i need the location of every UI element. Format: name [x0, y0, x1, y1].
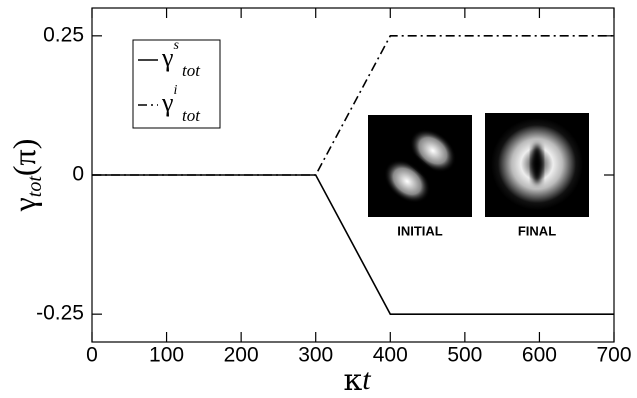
y-tick-label: 0: [72, 163, 84, 186]
x-tick-label: 300: [298, 344, 333, 367]
inset-final: [485, 113, 589, 217]
inset-caption: INITIAL: [397, 223, 443, 238]
inset-initial: [368, 115, 472, 217]
y-label-unit: (π): [6, 139, 42, 176]
legend-sup: i: [174, 83, 178, 98]
legend-label: γstot: [161, 38, 201, 80]
y-label-symbol: γ: [6, 197, 42, 212]
legend-sup: s: [174, 38, 180, 53]
x-tick-label: 400: [373, 344, 408, 367]
x-tick-label: 0: [86, 344, 98, 367]
legend-label: γitot: [161, 83, 201, 125]
x-tick-label: 200: [224, 344, 259, 367]
x-tick-label: 500: [447, 344, 482, 367]
x-label-symbol: κ: [343, 363, 362, 398]
legend-sub: tot: [182, 106, 201, 125]
x-axis-label: κt: [343, 363, 371, 398]
x-tick-label: 700: [596, 344, 631, 367]
chart: INITIAL FINAL γstotγitot κt γtot(π) 0100…: [0, 0, 637, 398]
legend-symbol: γ: [161, 43, 174, 72]
inset-caption: FINAL: [518, 223, 556, 238]
legend-sub: tot: [182, 61, 201, 80]
y-tick-label: -0.25: [36, 302, 84, 325]
x-tick-label: 600: [522, 344, 557, 367]
legend-symbol: γ: [161, 88, 174, 117]
y-tick-label: 0.25: [43, 23, 84, 46]
x-tick-label: 100: [149, 344, 184, 367]
y-label-sub: tot: [24, 176, 46, 198]
x-label-var: t: [362, 363, 371, 396]
y-axis-label: γtot(π): [6, 139, 45, 213]
